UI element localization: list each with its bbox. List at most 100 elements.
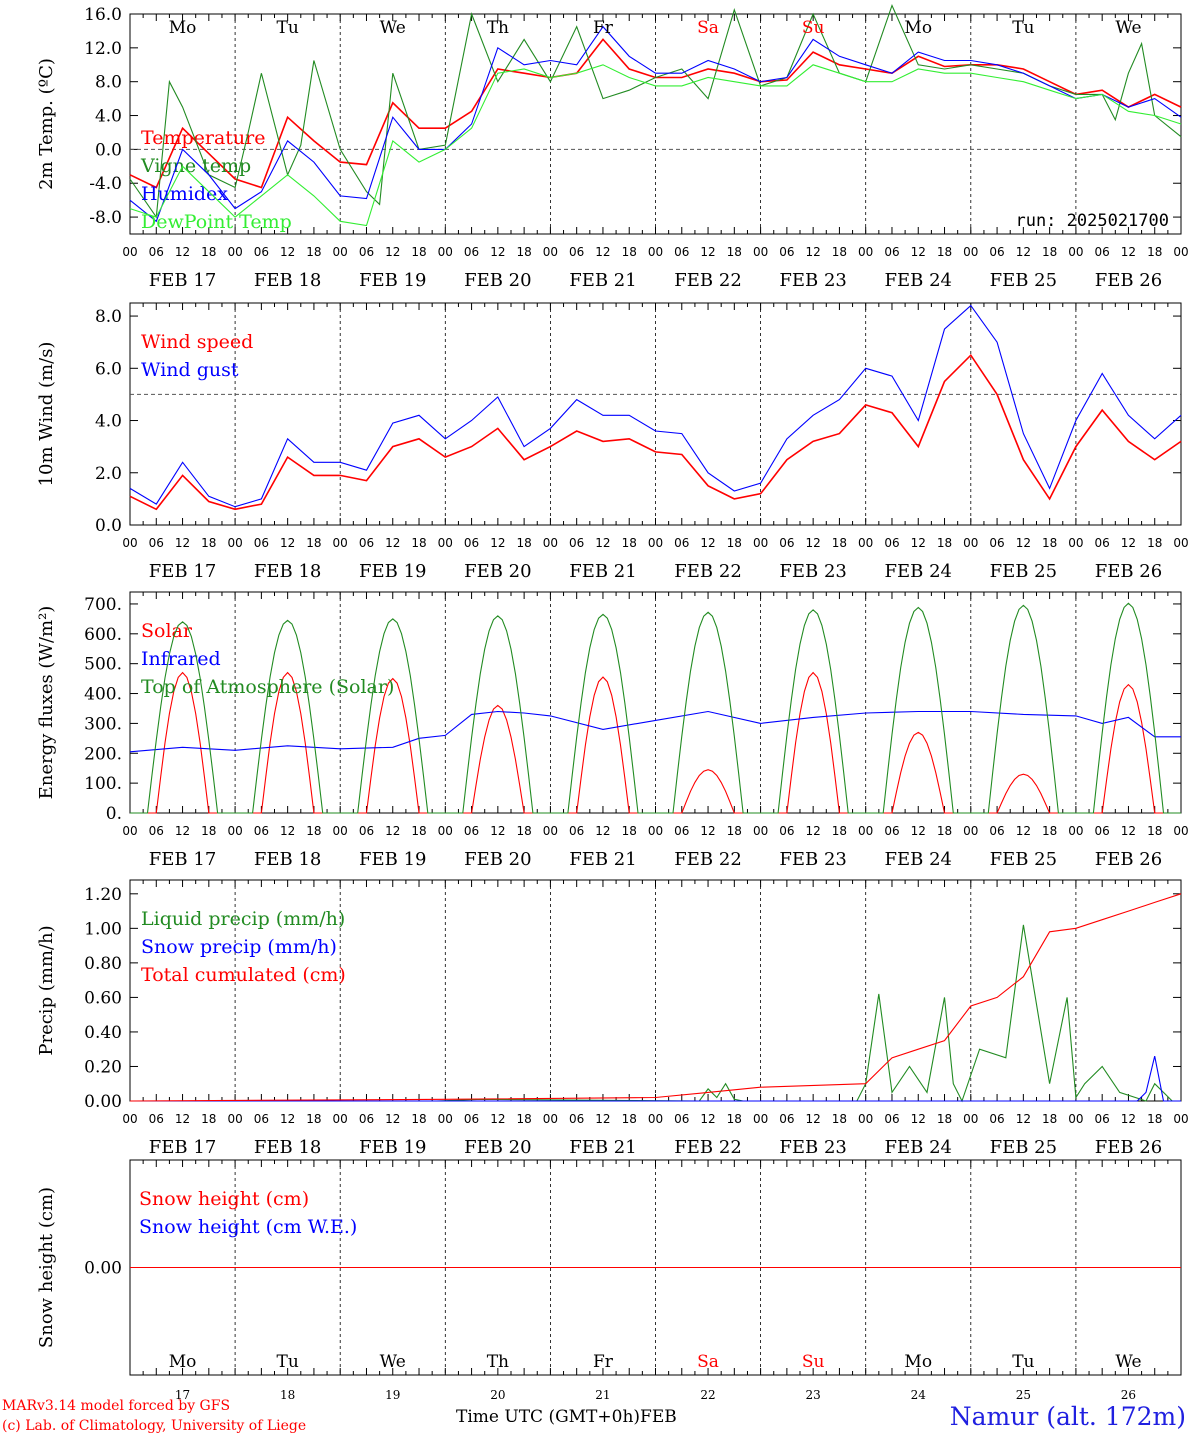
y-tick-label: 0.60: [84, 988, 122, 1008]
weekday-label: Tu: [1012, 1352, 1034, 1372]
y-axis-label: Precip (mm/h): [36, 925, 57, 1055]
y-tick-label: -8.0: [89, 208, 122, 228]
date-label: FEB 25: [990, 561, 1057, 582]
y-tick-label: 0.0: [95, 140, 122, 160]
hour-tick-label: 00: [1068, 536, 1083, 550]
hour-tick-label: 12: [490, 824, 505, 838]
hour-tick-label: 06: [569, 824, 584, 838]
legend-entry: Top of Atmosphere (Solar): [141, 676, 394, 698]
hour-tick-label: 06: [674, 1112, 689, 1126]
time-label: Time UTC (GMT+0h): [456, 1407, 641, 1427]
hour-tick-label: 00: [122, 245, 137, 259]
y-axis-label: 10m Wind (m/s): [36, 342, 57, 487]
hour-tick-label: 06: [1095, 1112, 1110, 1126]
hour-tick-label: 06: [884, 1112, 899, 1126]
hour-tick-label: 06: [884, 245, 899, 259]
hour-tick-label: 18: [1147, 536, 1162, 550]
month-label: FEB: [640, 1407, 677, 1427]
weekday-label: Tu: [277, 18, 299, 38]
hour-tick-label: 06: [884, 536, 899, 550]
series-line-1: [130, 1055, 1181, 1102]
hour-tick-label: 12: [700, 245, 715, 259]
date-label: FEB 23: [779, 270, 846, 291]
hour-tick-label: 18: [622, 536, 637, 550]
hour-tick-label: 00: [438, 824, 453, 838]
legend-entry: Vigne temp: [140, 155, 251, 177]
date-label: FEB 25: [990, 849, 1057, 870]
y-tick-label: 6.0: [95, 359, 122, 379]
day-number-label: 26: [1121, 1388, 1136, 1402]
hour-tick-label: 18: [937, 245, 952, 259]
hour-tick-label: 12: [700, 1112, 715, 1126]
y-tick-label: 0.0: [95, 516, 122, 536]
y-tick-label: 100.: [84, 774, 122, 794]
hour-tick-label: 00: [1068, 824, 1083, 838]
series-line-2: [130, 602, 1181, 814]
hour-tick-label: 18: [201, 536, 216, 550]
hour-tick-label: 12: [280, 1112, 295, 1126]
hour-tick-label: 12: [175, 245, 190, 259]
hour-tick-label: 12: [700, 824, 715, 838]
day-number-label: 24: [911, 1388, 927, 1402]
series-line-2: [129, 893, 1182, 1102]
hour-tick-label: 00: [963, 1112, 978, 1126]
hour-tick-label: 00: [1068, 245, 1083, 259]
hour-tick-label: 06: [1095, 536, 1110, 550]
hour-tick-label: 12: [385, 536, 400, 550]
y-tick-label: -4.0: [89, 174, 122, 194]
hour-tick-label: 18: [937, 1112, 952, 1126]
hour-tick-label: 00: [858, 824, 873, 838]
hour-tick-label: 18: [937, 824, 952, 838]
weekday-label: Tu: [277, 1352, 299, 1372]
y-tick-label: 0.: [106, 804, 122, 824]
hour-tick-label: 18: [306, 245, 321, 259]
hour-tick-label: 12: [700, 536, 715, 550]
hour-tick-label: 18: [201, 1112, 216, 1126]
date-label: FEB 19: [359, 270, 426, 291]
date-label: FEB 23: [779, 1137, 846, 1158]
hour-tick-label: 12: [1121, 245, 1136, 259]
hour-tick-label: 00: [858, 245, 873, 259]
hour-tick-label: 12: [490, 245, 505, 259]
hour-tick-label: 00: [963, 824, 978, 838]
hour-tick-label: 00: [1173, 245, 1188, 259]
date-label: FEB 23: [779, 849, 846, 870]
hour-tick-label: 00: [333, 1112, 348, 1126]
hour-tick-label: 00: [648, 536, 663, 550]
hour-tick-label: 00: [753, 536, 768, 550]
hour-tick-label: 06: [674, 536, 689, 550]
weekday-label: Fr: [593, 1352, 614, 1372]
legend-entry: Wind gust: [141, 359, 239, 381]
hour-tick-label: 00: [1173, 824, 1188, 838]
y-tick-label: 0.20: [84, 1057, 122, 1077]
hour-tick-label: 18: [622, 245, 637, 259]
date-label: FEB 19: [359, 561, 426, 582]
date-label: FEB 17: [149, 1137, 216, 1158]
hour-tick-label: 00: [227, 824, 242, 838]
hour-tick-label: 12: [280, 536, 295, 550]
hour-tick-label: 18: [1042, 245, 1057, 259]
hour-tick-label: 12: [911, 245, 926, 259]
hour-tick-label: 12: [595, 245, 610, 259]
hour-tick-label: 06: [989, 1112, 1004, 1126]
weekday-label: Tu: [1012, 18, 1034, 38]
weekday-label: We: [1115, 1352, 1141, 1372]
weekday-label: Th: [487, 1352, 509, 1372]
run-label: run: 2025021700: [1015, 211, 1169, 231]
hour-tick-label: 06: [779, 824, 794, 838]
hour-tick-label: 12: [385, 1112, 400, 1126]
hour-tick-label: 18: [1042, 536, 1057, 550]
legend-entry: Snow height (cm W.E.): [139, 1216, 357, 1238]
hour-tick-label: 06: [149, 245, 164, 259]
hour-tick-label: 12: [1016, 1112, 1031, 1126]
hour-tick-label: 18: [516, 536, 531, 550]
series-line-2: [129, 25, 1182, 223]
y-tick-label: 700.: [84, 595, 122, 615]
time-axis-label: Time UTC (GMT+0h)FEB: [456, 1407, 677, 1427]
hour-tick-label: 12: [806, 536, 821, 550]
y-tick-label: 8.0: [95, 307, 122, 327]
hour-tick-label: 06: [149, 824, 164, 838]
hour-tick-label: 06: [674, 824, 689, 838]
hour-tick-label: 12: [911, 536, 926, 550]
series-line-0: [129, 353, 1182, 511]
